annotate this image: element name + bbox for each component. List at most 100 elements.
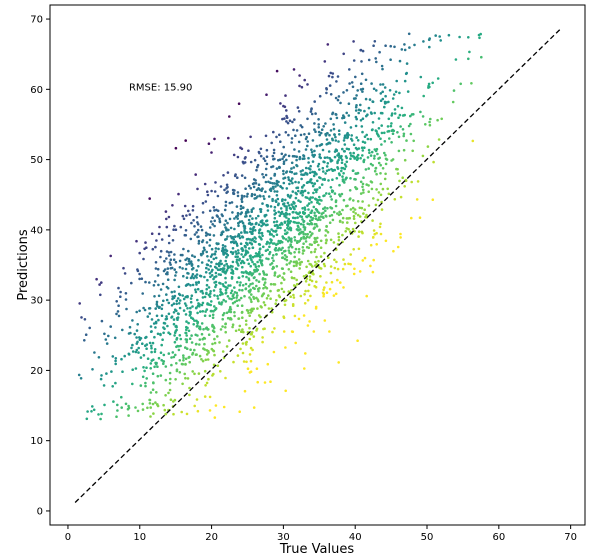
scatter-point bbox=[322, 160, 325, 163]
scatter-point bbox=[241, 235, 244, 238]
scatter-point bbox=[403, 158, 407, 162]
scatter-point bbox=[300, 125, 304, 129]
scatter-point bbox=[342, 258, 345, 261]
scatter-point bbox=[237, 102, 241, 105]
scatter-point bbox=[315, 280, 318, 284]
rmse-annotation: RMSE: 15.90 bbox=[129, 83, 192, 94]
scatter-point bbox=[374, 203, 378, 207]
scatter-point bbox=[155, 391, 158, 394]
scatter-point bbox=[352, 217, 356, 220]
scatter-point bbox=[187, 209, 190, 213]
scatter-point bbox=[244, 187, 247, 190]
scatter-point bbox=[160, 303, 164, 307]
scatter-point bbox=[224, 292, 227, 295]
scatter-point bbox=[219, 233, 223, 237]
scatter-point bbox=[210, 270, 213, 273]
scatter-point bbox=[291, 330, 295, 334]
scatter-point bbox=[210, 189, 213, 193]
scatter-point bbox=[246, 309, 250, 313]
scatter-point bbox=[393, 198, 397, 201]
scatter-point bbox=[341, 175, 344, 178]
scatter-point bbox=[310, 148, 313, 151]
scatter-point bbox=[325, 138, 329, 141]
scatter-point bbox=[315, 223, 318, 226]
scatter-point bbox=[172, 412, 175, 416]
scatter-point bbox=[195, 273, 199, 276]
scatter-point bbox=[257, 242, 261, 246]
scatter-point bbox=[310, 250, 313, 254]
scatter-point bbox=[292, 166, 296, 169]
x-axis-label: True Values bbox=[279, 542, 354, 557]
scatter-point bbox=[316, 199, 320, 202]
scatter-point bbox=[272, 254, 275, 257]
scatter-point bbox=[304, 289, 307, 293]
scatter-point bbox=[215, 266, 218, 270]
scatter-point bbox=[214, 247, 218, 250]
scatter-point bbox=[272, 130, 275, 134]
scatter-point bbox=[342, 286, 345, 289]
scatter-point bbox=[138, 277, 141, 281]
scatter-point bbox=[419, 75, 423, 79]
scatter-point bbox=[206, 254, 209, 258]
scatter-point bbox=[343, 121, 347, 124]
scatter-point bbox=[306, 144, 309, 148]
scatter-point bbox=[261, 202, 264, 205]
scatter-point bbox=[287, 249, 291, 252]
scatter-point bbox=[315, 188, 318, 192]
scatter-point bbox=[336, 75, 340, 78]
scatter-point bbox=[399, 195, 403, 199]
scatter-point bbox=[164, 412, 167, 416]
scatter-point bbox=[211, 329, 215, 333]
scatter-point bbox=[174, 260, 178, 264]
scatter-point bbox=[401, 176, 405, 179]
scatter-point bbox=[266, 205, 270, 208]
scatter-point bbox=[310, 107, 313, 110]
scatter-point bbox=[428, 45, 431, 49]
scatter-point bbox=[216, 242, 219, 246]
scatter-point bbox=[348, 230, 352, 233]
scatter-point bbox=[153, 365, 156, 369]
scatter-point bbox=[406, 90, 410, 93]
scatter-point bbox=[304, 166, 308, 170]
scatter-point bbox=[147, 307, 151, 310]
scatter-point bbox=[196, 187, 199, 191]
scatter-point bbox=[175, 369, 179, 373]
scatter-point bbox=[399, 236, 402, 239]
scatter-point bbox=[310, 209, 314, 212]
scatter-point bbox=[159, 255, 162, 259]
scatter-point bbox=[240, 330, 243, 334]
scatter-point bbox=[163, 268, 167, 271]
scatter-point bbox=[195, 269, 198, 272]
scatter-point bbox=[233, 217, 236, 220]
scatter-point bbox=[331, 218, 335, 222]
scatter-point bbox=[294, 180, 297, 184]
scatter-point bbox=[357, 230, 361, 233]
scatter-point bbox=[259, 208, 263, 211]
scatter-point bbox=[244, 319, 248, 323]
scatter-point bbox=[185, 334, 188, 337]
scatter-point bbox=[272, 148, 276, 152]
scatter-point bbox=[233, 227, 236, 231]
scatter-point bbox=[324, 214, 328, 218]
scatter-point bbox=[232, 238, 236, 241]
scatter-point bbox=[254, 222, 258, 226]
scatter-point bbox=[251, 348, 254, 352]
scatter-point bbox=[290, 289, 293, 292]
scatter-point bbox=[341, 116, 344, 120]
scatter-point bbox=[365, 294, 369, 298]
scatter-point bbox=[249, 186, 252, 190]
scatter-point bbox=[353, 157, 356, 160]
scatter-point bbox=[280, 152, 284, 156]
scatter-point bbox=[467, 36, 470, 39]
scatter-point bbox=[110, 370, 113, 373]
scatter-point bbox=[337, 235, 341, 239]
scatter-point bbox=[248, 221, 252, 225]
scatter-point bbox=[335, 260, 338, 264]
scatter-point bbox=[245, 210, 248, 214]
scatter-point bbox=[151, 247, 155, 251]
scatter-point bbox=[235, 260, 238, 264]
scatter-point bbox=[191, 209, 195, 212]
scatter-point bbox=[458, 35, 461, 39]
scatter-point bbox=[396, 172, 400, 175]
scatter-point bbox=[311, 184, 315, 188]
